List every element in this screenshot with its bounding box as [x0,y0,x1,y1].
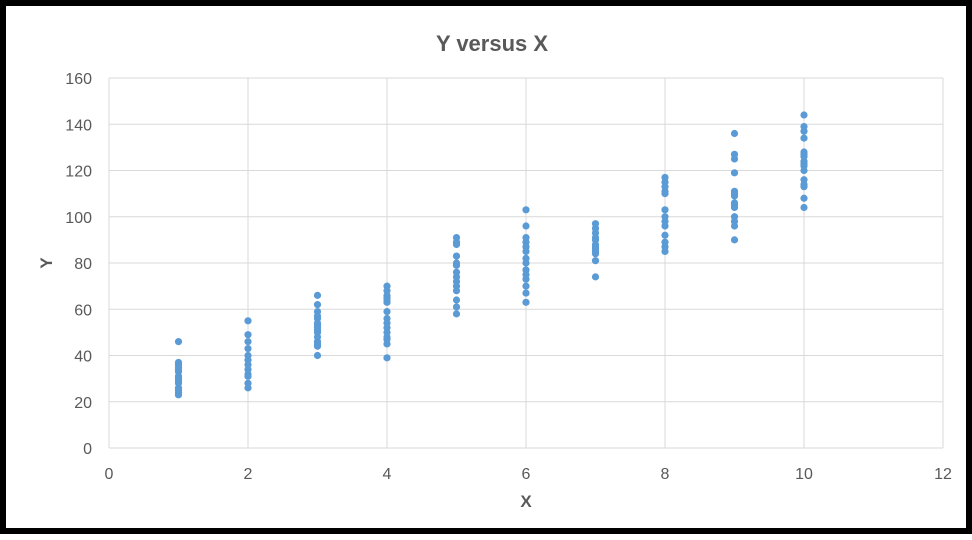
data-point [730,203,739,212]
y-axis-label: Y [37,257,56,269]
data-point [591,257,600,265]
data-point [313,301,322,309]
data-point [383,340,391,348]
x-tick-label: 10 [795,466,813,483]
data-point [522,247,530,256]
y-tick-label: 20 [74,395,92,412]
chart-title: Y versus X [436,31,548,56]
data-point [522,206,530,214]
data-point [313,351,322,360]
data-point [244,372,252,380]
data-point [800,194,808,202]
data-points [174,111,808,399]
data-point [174,391,183,399]
data-point [800,203,808,212]
data-point [452,310,461,318]
data-point [730,129,739,138]
data-point [522,282,530,290]
data-point [244,338,252,346]
data-point [244,384,252,392]
data-point [800,111,808,119]
data-point [730,155,739,163]
data-point [522,275,530,283]
y-axis-ticks: 0 20 40 60 80 100 120 140 160 [65,71,92,458]
y-tick-label: 60 [74,302,92,319]
y-tick-label: 0 [83,441,92,458]
data-point [591,273,600,281]
data-point [522,298,530,306]
data-point [800,134,808,142]
data-point [522,289,530,297]
data-point [244,344,252,353]
data-point [730,169,739,177]
data-point [800,127,808,135]
data-point [730,236,739,244]
data-point [522,222,530,230]
x-tick-label: 8 [661,466,670,483]
data-point [800,166,808,175]
data-point [452,296,461,304]
x-tick-label: 2 [244,466,253,483]
chart-canvas: 0 2 4 6 8 10 12 0 20 40 60 80 100 120 140 160 Y versus… [37,31,952,511]
data-point [730,222,739,230]
data-point [661,206,669,214]
data-point [522,259,530,267]
data-point [661,190,669,198]
data-point [800,183,808,191]
data-point [591,250,600,258]
data-point [383,298,391,306]
y-tick-label: 140 [65,117,92,134]
data-point [452,252,461,260]
data-point [452,287,461,295]
data-point [244,331,252,339]
data-point [174,338,183,346]
x-tick-label: 4 [383,466,392,483]
x-tick-label: 0 [105,466,114,483]
data-point [452,261,461,269]
data-point [452,240,461,249]
data-point [313,291,322,299]
x-tick-label: 6 [522,466,531,483]
y-tick-label: 160 [65,71,92,88]
data-point [313,342,322,350]
data-point [383,354,391,362]
y-tick-label: 40 [74,349,92,366]
data-point [452,303,461,311]
x-axis-ticks: 0 2 4 6 8 10 12 [105,466,952,483]
data-point [661,231,669,239]
x-tick-label: 12 [934,466,952,483]
data-point [383,307,391,316]
data-point [730,192,739,200]
y-tick-label: 80 [74,256,92,273]
data-point [661,247,669,256]
data-point [661,222,669,230]
x-axis-label: X [520,492,532,511]
data-point [244,317,252,325]
y-tick-label: 100 [65,210,92,227]
y-tick-label: 120 [65,164,92,181]
